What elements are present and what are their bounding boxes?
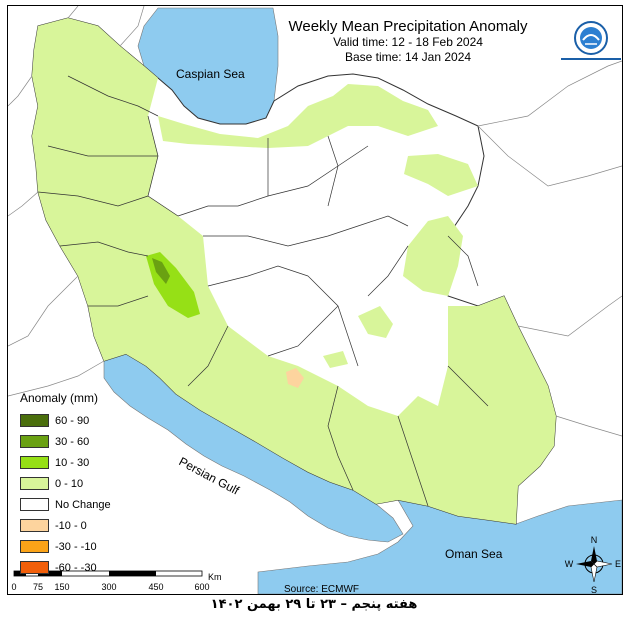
compass-s: S (591, 585, 597, 594)
legend-item: -60 - -30 (20, 557, 130, 578)
caspian-sea-label: Caspian Sea (176, 67, 245, 81)
legend-label: 60 - 90 (55, 414, 90, 427)
map-frame: Caspian Sea Persian Gulf Oman Sea N S E … (7, 5, 623, 595)
legend-item: 0 - 10 (20, 473, 130, 494)
scale-tick-450: 450 (148, 582, 163, 592)
scale-tick-150: 150 (54, 582, 69, 592)
legend-swatch (20, 540, 49, 553)
footer-caption: هفته پنجم – ۲۳ تا ۲۹ بهمن ۱۴۰۲ (210, 597, 418, 612)
legend-item: -30 - -10 (20, 536, 130, 557)
anomaly-0-10-areas (32, 18, 556, 524)
legend-label: 30 - 60 (55, 435, 90, 448)
legend-swatch (20, 435, 49, 448)
anomaly-30-60-area (152, 258, 170, 284)
legend-swatch (20, 561, 49, 574)
legend-swatch (20, 456, 49, 469)
oman-sea-label: Oman Sea (445, 547, 503, 561)
legend-swatch (20, 519, 49, 532)
legend-label: -10 - 0 (55, 519, 87, 532)
legend-title: Anomaly (mm) (20, 391, 99, 405)
scale-tick-0: 0 (11, 582, 16, 592)
precipitation-map: Caspian Sea Persian Gulf Oman Sea N S E … (8, 6, 622, 594)
title-block: Weekly Mean Precipitation Anomaly Valid … (258, 18, 558, 65)
legend-label: No Change (55, 498, 111, 511)
scale-tick-600: 600 (194, 582, 209, 592)
source-label: Source: ECMWF (284, 584, 360, 595)
legend-swatch (20, 477, 49, 490)
legend-label: 0 - 10 (55, 477, 84, 490)
anomaly-neg-10-0-area (286, 368, 304, 388)
legend-item: -10 - 0 (20, 515, 130, 536)
legend-item: 10 - 30 (20, 452, 130, 473)
base-time: Base time: 14 Jan 2024 (344, 50, 472, 64)
institute-logo (556, 16, 622, 72)
scale-bar: 0 75 150 300 450 600 Km (11, 570, 222, 592)
legend-item: 30 - 60 (20, 431, 130, 452)
compass-icon: N S E W (565, 535, 621, 594)
legend: Anomaly (mm) 60 - 90 30 - 60 10 - 30 0 - 10… (20, 391, 130, 578)
province-boundaries (37, 75, 489, 507)
valid-time: Valid time: 12 - 18 Feb 2024 (333, 35, 483, 49)
scale-unit: Km (208, 572, 222, 582)
legend-label: 10 - 30 (55, 456, 90, 469)
compass-w: W (565, 559, 574, 569)
scale-tick-300: 300 (101, 582, 116, 592)
legend-label: -30 - -10 (55, 540, 97, 553)
legend-swatch (20, 498, 49, 511)
legend-label: -60 - -30 (55, 561, 97, 574)
legend-item: 60 - 90 (20, 410, 130, 431)
neighbor-borders (8, 6, 622, 437)
legend-item: No Change (20, 494, 130, 515)
legend-swatch (20, 414, 49, 427)
compass-e: E (615, 559, 621, 569)
map-title: Weekly Mean Precipitation Anomaly (288, 18, 528, 35)
scale-tick-75: 75 (33, 582, 43, 592)
compass-n: N (591, 535, 598, 545)
